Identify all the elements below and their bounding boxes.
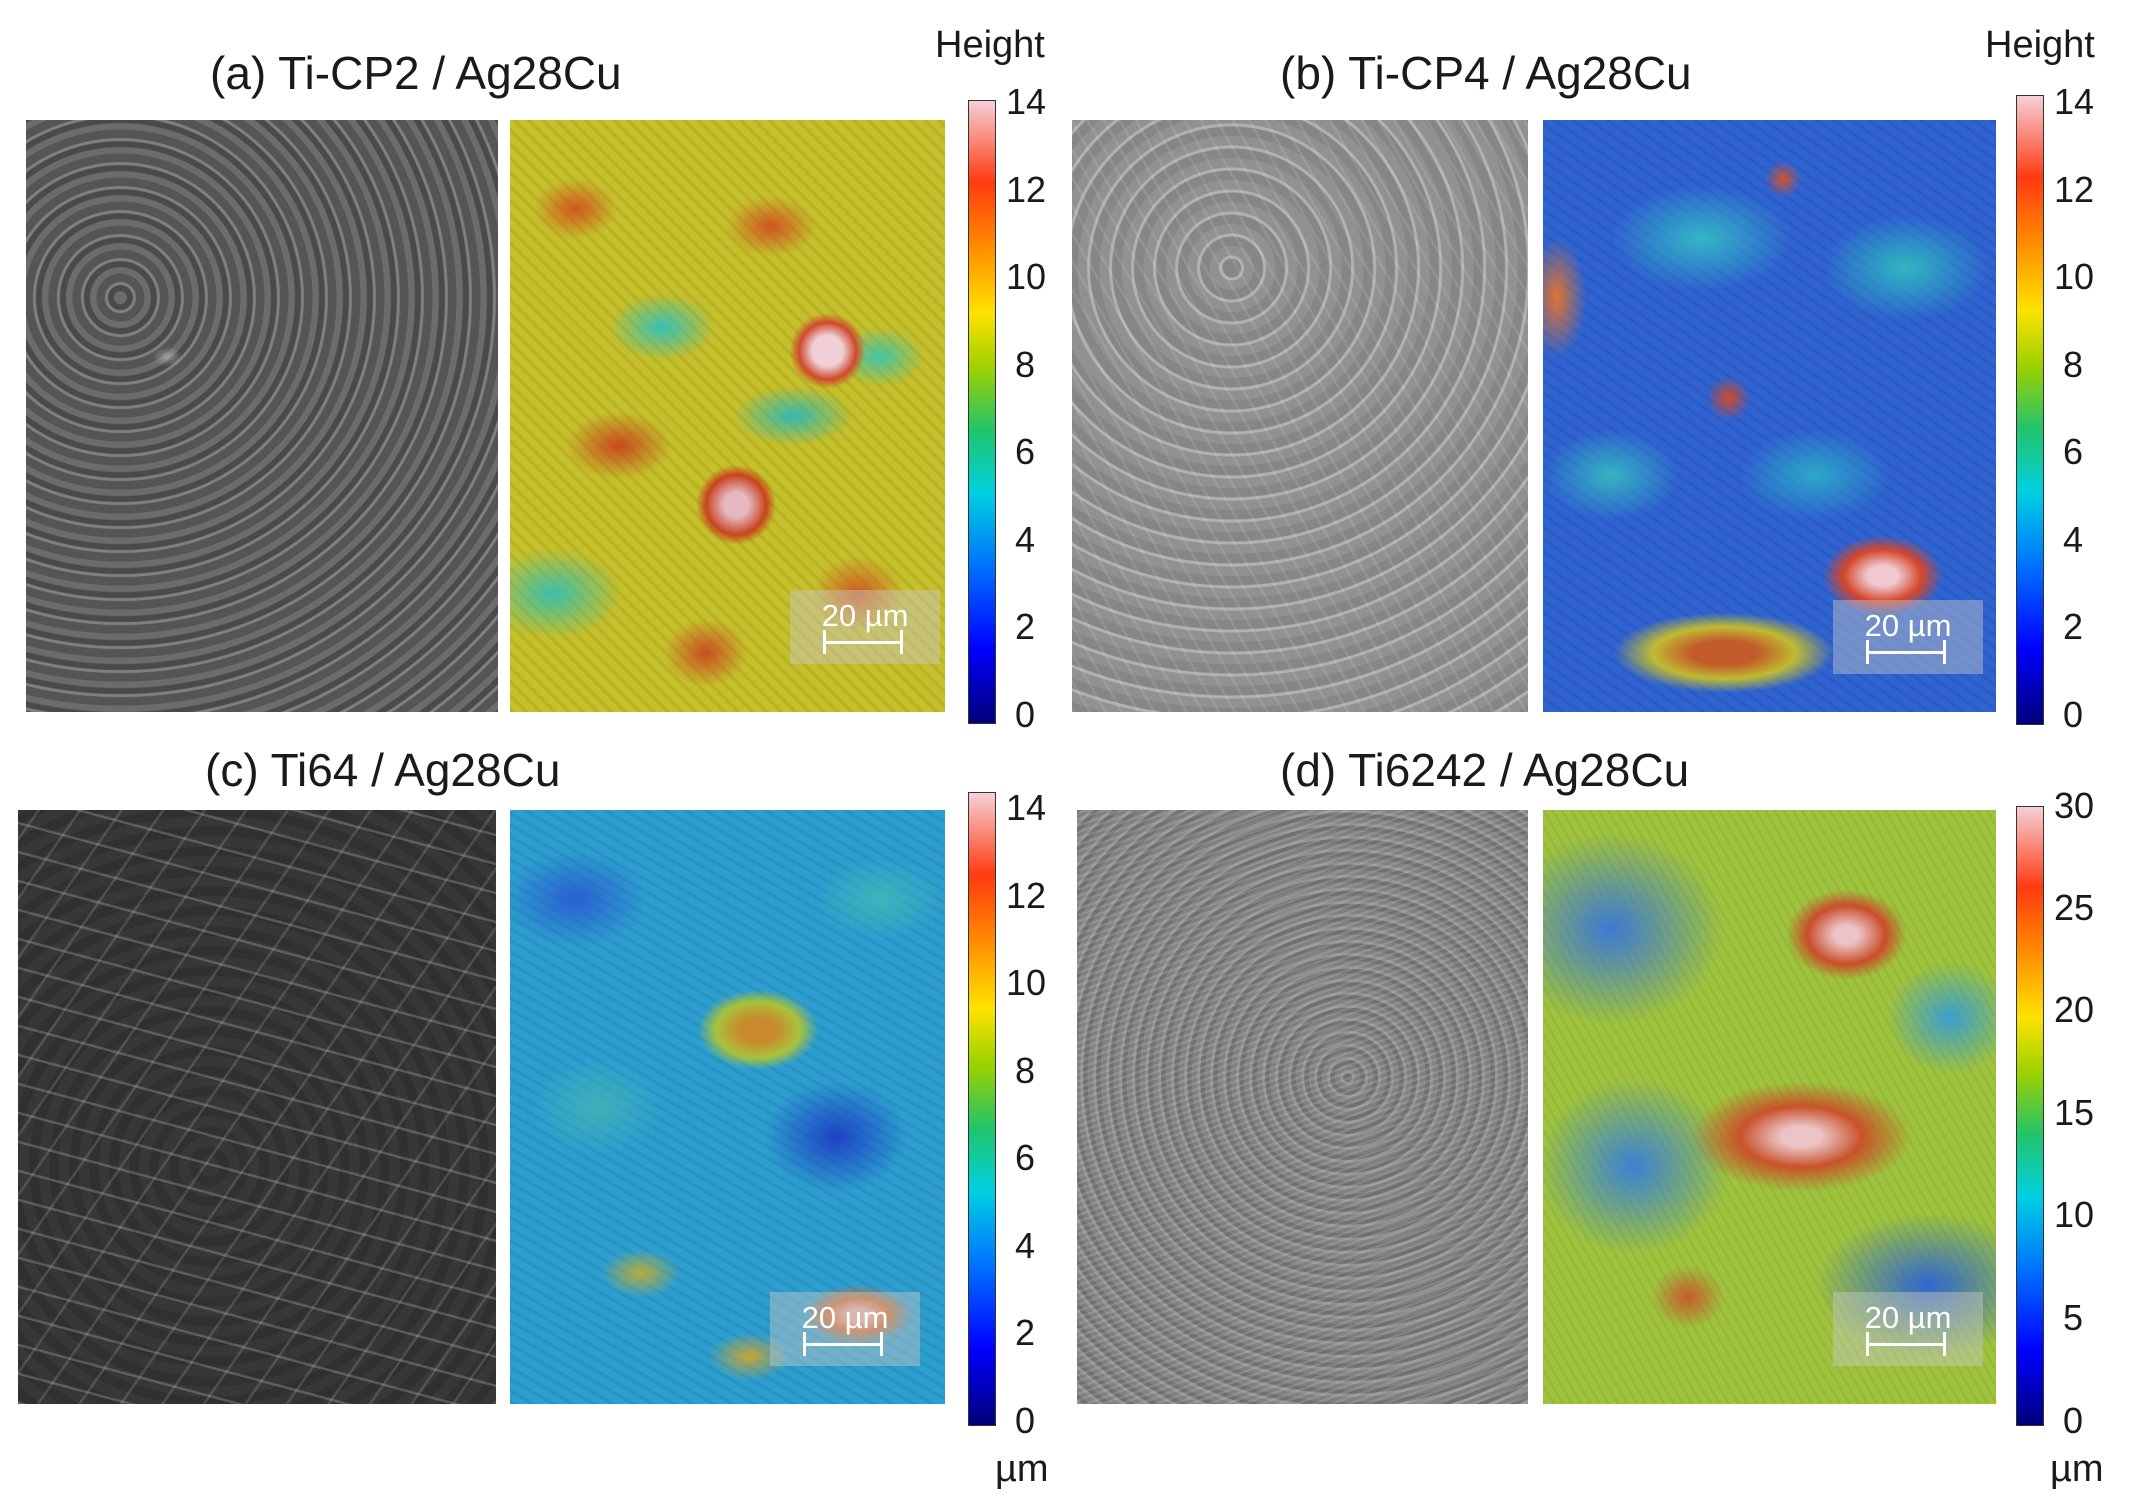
colorbar-a-tick: 8: [1015, 344, 1036, 385]
colorbar-b: [2016, 95, 2044, 725]
colorbar-c-tick: 8: [1015, 1050, 1036, 1091]
colorbar-b-tick: 2: [2063, 606, 2084, 647]
panel-b-sem-image: [1072, 120, 1528, 712]
panel-d-scalebar: 20 µm: [1833, 1292, 1983, 1366]
panel-c-scalebar-line: [803, 1332, 883, 1356]
colorbar-b-tick: 4: [2063, 519, 2084, 560]
colorbar-a-tick: 0: [1015, 694, 1036, 735]
panel-c-scalebar: 20 µm: [770, 1292, 920, 1366]
panel-c-scalebar-label: 20 µm: [801, 1300, 889, 1335]
colorbar-d: [2016, 806, 2044, 1426]
panel-b-scalebar-label: 20 µm: [1864, 608, 1952, 643]
panel-c-sem-image: [18, 810, 496, 1404]
colorbar-b-tick: 6: [2063, 431, 2084, 472]
colorbar-b-tick: 0: [2063, 694, 2084, 735]
colorbar-c-unit: µm: [995, 1448, 1049, 1490]
panel-b-scalebar: 20 µm: [1833, 600, 1983, 674]
colorbar-a-tick: 6: [1015, 431, 1036, 472]
colorbar-b-title: Height: [1985, 24, 2095, 66]
panel-b-height-map: 20 µm: [1543, 120, 1996, 712]
colorbar-c-tick: 4: [1015, 1225, 1036, 1266]
colorbar-a-tick: 14: [1006, 81, 1047, 122]
panel-d-scalebar-line: [1866, 1332, 1946, 1356]
colorbar-a-tick: 2: [1015, 606, 1036, 647]
colorbar-c-tick: 2: [1015, 1312, 1036, 1353]
colorbar-b-tick: 14: [2054, 81, 2095, 122]
colorbar-c-tick: 6: [1015, 1137, 1036, 1178]
panel-a-height-map: 20 µm: [510, 120, 945, 712]
colorbar-d-tick: 10: [2054, 1194, 2095, 1235]
colorbar-c-tick: 12: [1006, 875, 1047, 916]
colorbar-c-tick: 0: [1015, 1400, 1036, 1441]
colorbar-d-tick: 5: [2063, 1297, 2084, 1338]
colorbar-d-tick: 20: [2054, 989, 2095, 1030]
panel-a-scalebar-line: [823, 630, 903, 654]
panel-d-title: (d) Ti6242 / Ag28Cu: [1280, 744, 1690, 796]
panel-c-title: (c) Ti64 / Ag28Cu: [205, 744, 561, 796]
panel-d-sem-image: [1077, 810, 1528, 1404]
panel-a-scalebar: 20 µm: [790, 590, 940, 664]
colorbar-c-tick: 14: [1006, 787, 1047, 828]
colorbar-c-tick: 10: [1006, 962, 1047, 1003]
colorbar-a-tick: 12: [1006, 169, 1047, 210]
colorbar-d-tick: 30: [2054, 785, 2095, 826]
panel-c-height-map: 20 µm: [510, 810, 945, 1404]
colorbar-d-unit: µm: [2050, 1448, 2104, 1490]
panel-b-title: (b) Ti-CP4 / Ag28Cu: [1280, 47, 1692, 99]
colorbar-a: [968, 100, 996, 724]
panel-d-height-map: 20 µm: [1543, 810, 1996, 1404]
colorbar-b-tick: 12: [2054, 169, 2095, 210]
colorbar-a-title: Height: [935, 24, 1045, 66]
colorbar-d-tick: 25: [2054, 887, 2095, 928]
colorbar-b-tick: 8: [2063, 344, 2084, 385]
colorbar-d-tick: 15: [2054, 1092, 2095, 1133]
colorbar-d-tick: 0: [2063, 1400, 2084, 1441]
colorbar-b-tick: 10: [2054, 256, 2095, 297]
colorbar-a-tick: 4: [1015, 519, 1036, 560]
panel-a-title: (a) Ti-CP2 / Ag28Cu: [210, 47, 622, 99]
panel-b-scalebar-line: [1866, 640, 1946, 664]
panel-a-sem-image: [26, 120, 498, 712]
colorbar-c: [968, 792, 996, 1426]
colorbar-a-tick: 10: [1006, 256, 1047, 297]
panel-a-scalebar-label: 20 µm: [821, 598, 909, 633]
panel-d-scalebar-label: 20 µm: [1864, 1300, 1952, 1335]
